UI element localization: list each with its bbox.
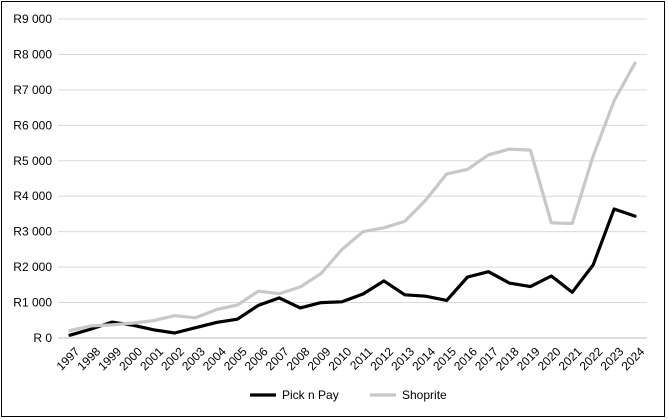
y-tick-label: R7 000 — [13, 83, 52, 97]
x-tick-label: 2024 — [619, 344, 648, 373]
legend: Pick n Pay Shoprite — [250, 388, 447, 402]
y-tick-label: R8 000 — [13, 47, 52, 61]
y-tick-label: R1 000 — [13, 296, 52, 310]
series-line-shoprite — [68, 61, 637, 333]
y-tick-label: R2 000 — [13, 260, 52, 274]
legend-label: Shoprite — [402, 388, 447, 402]
y-tick-label: R 0 — [33, 331, 52, 345]
series-line-pick-n-pay — [68, 207, 637, 337]
y-tick-label: R3 000 — [13, 225, 52, 239]
y-tick-label: R9 000 — [13, 12, 52, 26]
legend-label: Pick n Pay — [282, 388, 339, 402]
y-tick-label: R5 000 — [13, 154, 52, 168]
y-tick-label: R6 000 — [13, 118, 52, 132]
y-tick-label: R4 000 — [13, 189, 52, 203]
x-axis-ticks: 1997199819992000200120022003200420052006… — [54, 344, 648, 373]
gridlines — [58, 18, 647, 304]
series-lines — [68, 61, 637, 337]
y-axis-ticks: R 0 R1 000 R2 000 R3 000 R4 000 R5 000 R6 000 R… — [13, 12, 52, 345]
